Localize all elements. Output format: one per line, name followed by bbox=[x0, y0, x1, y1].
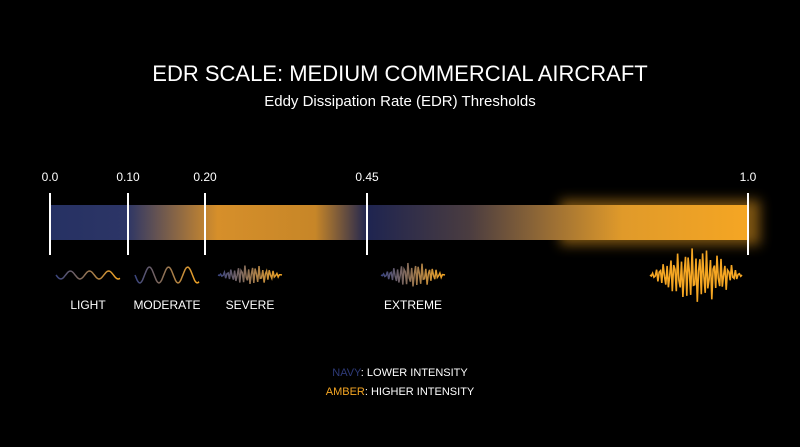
tick-label: 0.45 bbox=[355, 170, 379, 184]
wave-icon bbox=[55, 270, 121, 280]
tick-label: 0.20 bbox=[193, 170, 217, 184]
legend-key: AMBER bbox=[326, 386, 365, 398]
category-label: EXTREME bbox=[384, 298, 442, 312]
category-label: SEVERE bbox=[226, 298, 275, 312]
wave-icon bbox=[134, 266, 200, 284]
category-label: LIGHT bbox=[70, 298, 106, 312]
wave-icon bbox=[380, 262, 446, 287]
category-label: MODERATE bbox=[133, 298, 200, 312]
wave-icon bbox=[649, 248, 743, 302]
wave-icon bbox=[217, 265, 283, 285]
tick-label: 1.0 bbox=[740, 170, 757, 184]
legend-navy: NAVY: LOWER INTENSITY bbox=[332, 367, 468, 379]
tick-label: 0.0 bbox=[42, 170, 59, 184]
gradient-bar bbox=[50, 205, 748, 240]
tick-label: 0.10 bbox=[116, 170, 140, 184]
legend-key: NAVY bbox=[332, 367, 362, 379]
legend-text: : LOWER INTENSITY bbox=[361, 367, 469, 379]
legend-text: : HIGHER INTENSITY bbox=[365, 386, 475, 398]
title: EDR SCALE: MEDIUM COMMERCIAL AIRCRAFT bbox=[152, 61, 647, 86]
legend-amber: AMBER: HIGHER INTENSITY bbox=[326, 386, 475, 398]
subtitle: Eddy Dissipation Rate (EDR) Thresholds bbox=[264, 93, 536, 110]
